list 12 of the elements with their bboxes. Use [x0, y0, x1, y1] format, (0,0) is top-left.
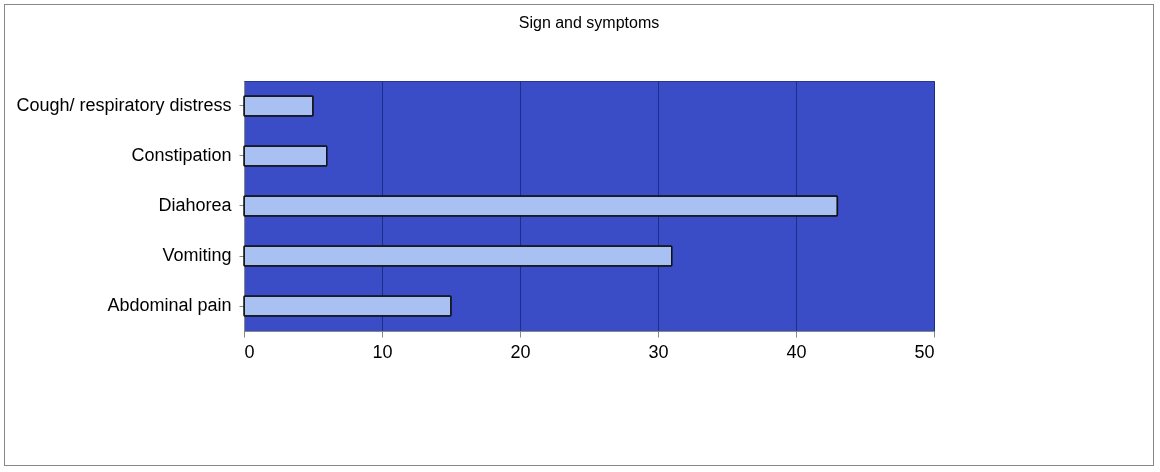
y-tick-label: Diahorea: [158, 195, 233, 215]
x-tick-label: 40: [786, 341, 807, 362]
x-tick-label: 20: [510, 341, 531, 362]
y-tick-label: Abdominal pain: [107, 295, 232, 315]
y-tick-label: Constipation: [131, 145, 232, 165]
chart-title: Sign and symptoms: [518, 14, 660, 31]
x-tick-label: 10: [372, 341, 393, 362]
x-tick-label: 0: [244, 341, 255, 362]
y-tick-label: Cough/ respiratory distress: [16, 95, 232, 115]
y-tick-label: Vomiting: [162, 245, 232, 265]
x-tick-label: 50: [914, 341, 935, 362]
x-tick-label: 30: [648, 341, 669, 362]
